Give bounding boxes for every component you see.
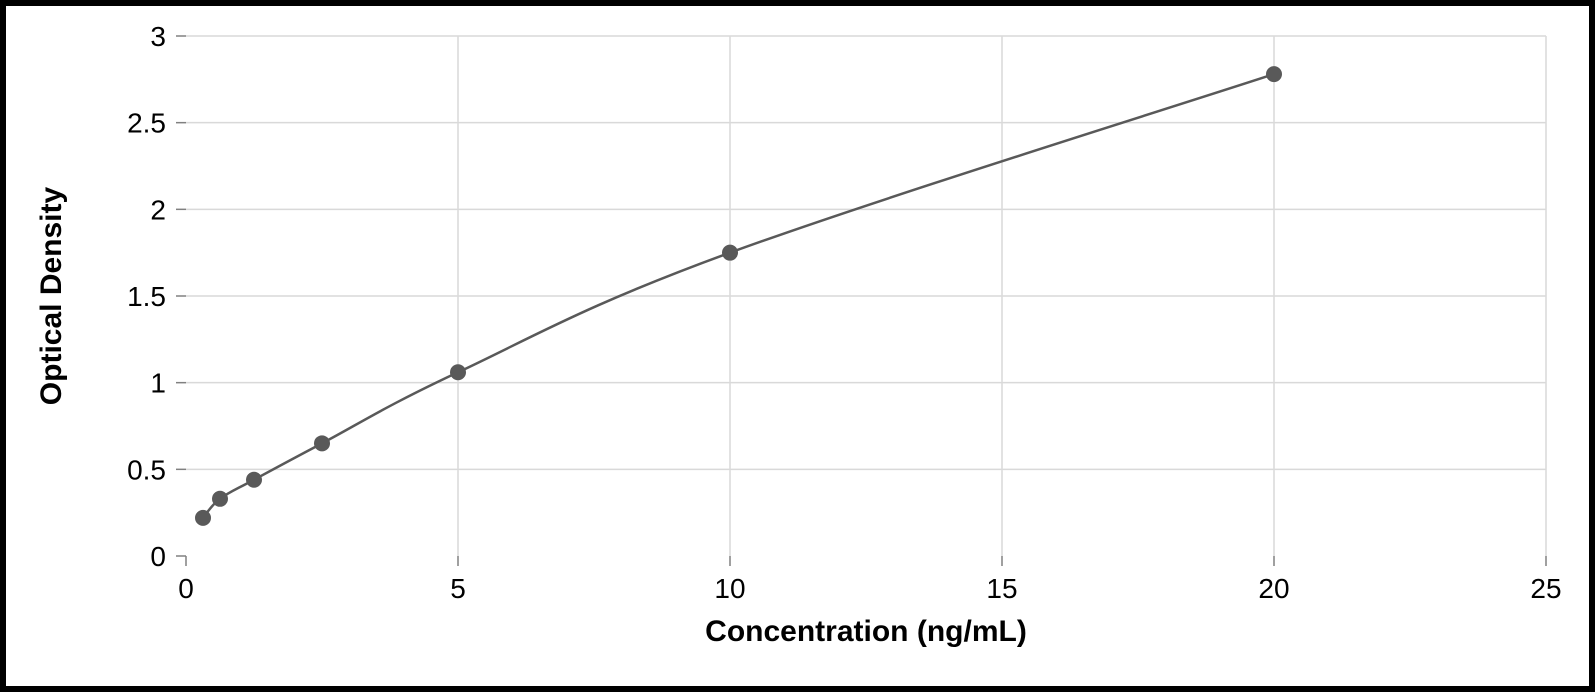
y-tick-label: 0 xyxy=(150,541,166,572)
y-tick-label: 0.5 xyxy=(127,454,166,485)
y-axis-label: Optical Density xyxy=(35,186,68,405)
y-tick-label: 1 xyxy=(150,368,166,399)
data-point xyxy=(195,510,211,526)
y-tick-label: 3 xyxy=(150,21,166,52)
x-axis-label: Concentration (ng/mL) xyxy=(705,615,1027,648)
data-point xyxy=(722,245,738,261)
chart-container: 0 5 10 15 20 25 0 0.5 1 1.5 2 2.5 3 Concentration (ng… xyxy=(6,6,1589,686)
data-point xyxy=(450,364,466,380)
x-tick-label: 10 xyxy=(714,573,745,604)
chart-frame: 0 5 10 15 20 25 0 0.5 1 1.5 2 2.5 3 Concentration (ng… xyxy=(0,0,1595,692)
x-tick-label: 25 xyxy=(1530,573,1561,604)
data-point xyxy=(246,472,262,488)
x-tick-label: 5 xyxy=(450,573,466,604)
y-tick-label: 1.5 xyxy=(127,281,166,312)
chart-svg: 0 5 10 15 20 25 0 0.5 1 1.5 2 2.5 3 Concentration (ng… xyxy=(6,6,1589,686)
y-tick-label: 2 xyxy=(150,194,166,225)
y-tick-label: 2.5 xyxy=(127,108,166,139)
x-tick-label: 0 xyxy=(178,573,194,604)
x-tick-label: 20 xyxy=(1258,573,1289,604)
data-point xyxy=(314,435,330,451)
data-point xyxy=(1266,66,1282,82)
x-tick-label: 15 xyxy=(986,573,1017,604)
data-point xyxy=(212,491,228,507)
